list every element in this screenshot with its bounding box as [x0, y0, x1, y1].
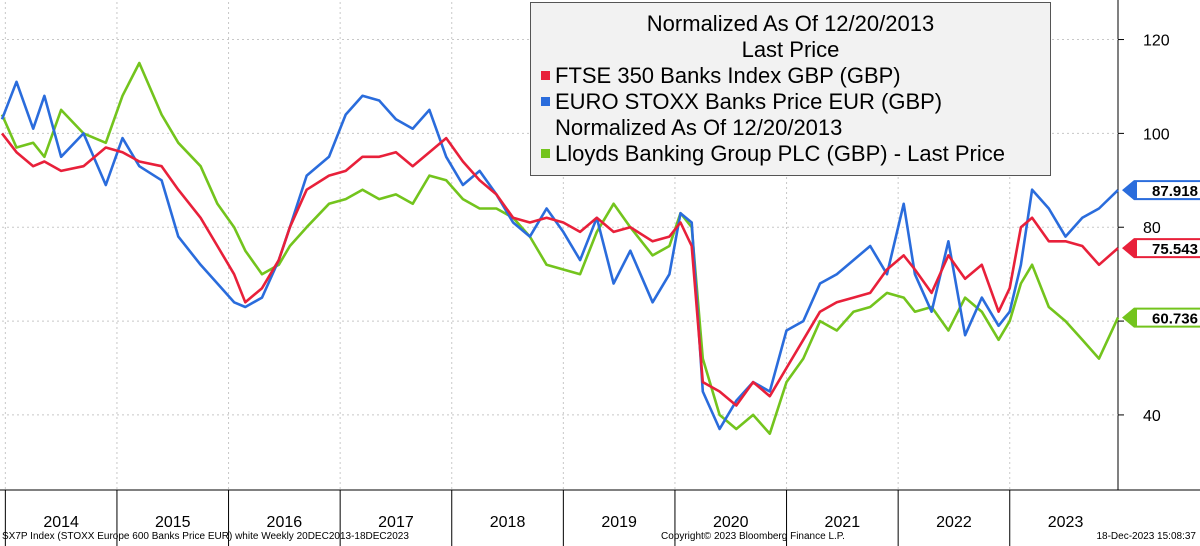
series-line-1 [0, 132, 1119, 407]
y-tick-label: 100 [1143, 126, 1170, 143]
series-line-2 [0, 61, 1120, 436]
y-tick-label: 40 [1143, 408, 1161, 425]
x-tick-label: 2016 [267, 514, 303, 531]
last-value-label: 75.543 [1152, 241, 1198, 258]
x-tick-label: 2019 [601, 514, 637, 531]
x-tick-label: 2020 [713, 514, 749, 531]
series-group [0, 61, 1120, 436]
legend-label-lloyds: Lloyds Banking Group PLC (GBP) - Last Pr… [555, 141, 1005, 166]
footer-copyright: Copyright© 2023 Bloomberg Finance L.P. [661, 531, 845, 542]
legend-label-eurostoxx: EURO STOXX Banks Price EUR (GBP) [555, 89, 943, 114]
x-tick-label: 2017 [378, 514, 414, 531]
y-tick-label: 120 [1143, 33, 1170, 50]
legend-swatch-green [541, 148, 550, 158]
legend-swatch-red [541, 70, 550, 80]
x-tick-label: 2021 [825, 514, 861, 531]
last-value-badge-inner [1137, 240, 1200, 257]
x-tick-label: 2023 [1048, 514, 1084, 531]
footer-source: SX7P Index (STOXX Europe 600 Banks Price… [2, 531, 409, 542]
footer-timestamp: 18-Dec-2023 15:08:37 [1096, 531, 1196, 542]
x-tick-label: 2015 [155, 514, 191, 531]
x-tick-label: 2018 [490, 514, 526, 531]
last-value-badge-inner [1137, 309, 1200, 326]
x-tick-label: 2014 [43, 514, 79, 531]
legend-title: Normalized As Of 12/20/2013 [646, 11, 935, 36]
last-value-badge-inner [1137, 182, 1200, 199]
legend-subtitle: Last Price [741, 37, 840, 62]
y-tick-label: 80 [1143, 220, 1161, 237]
y-axis: 40 80 100 120 [1118, 33, 1170, 425]
last-value-label: 87.918 [1152, 183, 1198, 200]
x-tick-label: 2022 [936, 514, 972, 531]
last-value-badges: 87.918 75.543 60.736 [1122, 180, 1200, 328]
legend-entry-lloyds: Lloyds Banking Group PLC (GBP) - Last Pr… [531, 141, 1050, 167]
legend-entry-ftse: FTSE 350 Banks Index GBP (GBP) [531, 63, 1050, 89]
last-value-label: 60.736 [1152, 311, 1198, 328]
legend-entry-continuation: Normalized As Of 12/20/2013 [555, 115, 843, 140]
legend-entry-eurostoxx: EURO STOXX Banks Price EUR (GBP) [531, 89, 1050, 115]
chart-legend: Normalized As Of 12/20/2013 Last Price F… [530, 2, 1051, 176]
x-axis: 2014 2015 2016 2017 2018 2019 2020 2021 2022 2023 [4, 490, 1084, 546]
legend-swatch-blue [541, 96, 550, 106]
legend-label-ftse: FTSE 350 Banks Index GBP (GBP) [555, 63, 901, 88]
